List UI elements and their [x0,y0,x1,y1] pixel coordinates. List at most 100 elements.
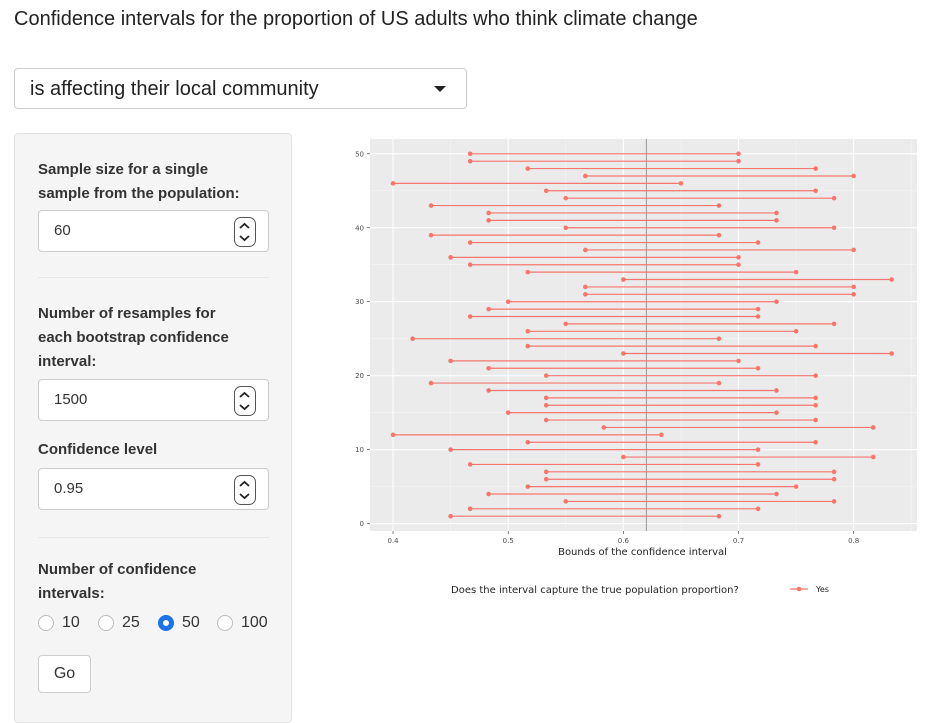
interval-lower-point [621,351,626,356]
interval-upper-point [755,447,761,452]
interval-lower-point [448,447,453,452]
axes: 0.4 0.5 0.6 0.7 0.8 0 10 20 30 40 50 [355,150,859,545]
interval-upper-point [678,181,684,186]
caret-down-icon [434,86,446,92]
interval-upper-point [774,210,779,216]
interval-lower-point [583,173,588,179]
interval-lower-point [486,388,491,393]
interval-upper-point [736,262,741,268]
interval-lower-point [486,210,491,216]
interval-lower-point [583,247,588,253]
confidence-level-label: Confidence level [38,441,158,458]
interval-lower-point [467,262,473,268]
y-tick-label: 40 [355,224,364,232]
y-tick-label: 0 [360,520,364,528]
interval-lower-point [543,402,549,408]
confidence-level-input[interactable]: 0.95 [38,468,269,510]
interval-lower-point [563,225,569,231]
divider [38,537,269,538]
sample-size-label: Sample size for a single sample from the… [38,161,240,202]
radio-label: 50 [182,614,200,631]
interval-upper-point [793,484,799,489]
question-select[interactable]: is affecting their local community [14,68,467,109]
y-tick-label: 10 [355,446,364,454]
chevron-down-icon[interactable] [238,403,251,411]
interval-lower-point [448,513,453,519]
interval-upper-point [831,195,837,201]
interval-upper-point [813,188,818,194]
question-select-value: is affecting their local community [30,78,319,100]
radio-circle-selected[interactable] [158,615,174,631]
x-tick-label: 0.4 [387,537,399,545]
interval-upper-point [774,491,779,497]
chevron-up-icon[interactable] [238,222,251,230]
interval-upper-point [774,388,779,393]
interval-upper-point [755,462,761,467]
radio-circle[interactable] [217,615,233,631]
interval-upper-point [851,284,856,290]
interval-lower-point [467,158,473,164]
resamples-input[interactable]: 1500 [38,379,269,421]
interval-lower-point [543,373,549,378]
y-tick-label: 30 [355,298,364,306]
interval-lower-point [390,181,396,186]
interval-upper-point [736,358,741,364]
x-tick-label: 0.8 [848,537,859,545]
interval-lower-point [448,358,453,364]
interval-upper-point [831,321,837,327]
interval-upper-point [851,247,856,253]
interval-upper-point [774,410,779,415]
interval-upper-point [813,402,818,408]
interval-lower-point [428,380,434,386]
interval-lower-point [563,321,569,327]
interval-upper-point [755,314,761,319]
y-tick-label: 20 [355,372,364,380]
legend: Does the interval capture the true popul… [451,585,829,596]
interval-upper-point [831,476,837,482]
interval-lower-point [467,506,473,512]
confidence-level-spinner[interactable] [234,475,256,505]
radio-circle[interactable] [38,615,54,631]
sidebar-panel: Sample size for a single sample from the… [14,133,292,723]
interval-upper-point [659,432,664,438]
interval-lower-point [621,277,626,282]
interval-lower-point [525,439,531,445]
interval-upper-point [716,232,722,238]
interval-upper-point [851,292,856,297]
chevron-up-icon[interactable] [238,480,251,488]
interval-upper-point [793,269,799,275]
radio-circle[interactable] [98,615,114,631]
x-tick-label: 0.5 [503,537,514,545]
x-tick-label: 0.6 [618,537,630,545]
interval-upper-point [716,380,722,386]
sample-size-input[interactable]: 60 [38,210,269,252]
resamples-spinner[interactable] [234,386,256,416]
legend-key-dot [796,586,802,592]
interval-upper-point [813,439,818,445]
chevron-down-icon[interactable] [238,234,251,242]
interval-lower-point [505,299,511,305]
interval-upper-point [870,425,876,430]
interval-lower-point [428,232,434,238]
radio-label: 100 [241,614,268,631]
interval-lower-point [505,410,511,415]
interval-upper-point [889,277,894,282]
go-button[interactable]: Go [38,655,91,693]
interval-upper-point [851,173,856,179]
chevron-down-icon[interactable] [238,492,251,500]
interval-upper-point [870,454,876,460]
interval-upper-point [774,218,779,223]
confidence-interval-chart: 0.4 0.5 0.6 0.7 0.8 0 10 20 30 40 50 Bounds of the… [355,139,917,596]
interval-lower-point [543,395,549,401]
interval-lower-point [583,292,588,297]
interval-lower-point [621,454,626,460]
interval-lower-point [428,203,434,208]
sample-size-spinner[interactable] [234,217,256,247]
interval-lower-point [543,188,549,194]
chevron-up-icon[interactable] [238,391,251,399]
interval-lower-point [525,484,531,489]
interval-lower-point [410,336,415,341]
interval-lower-point [486,365,491,371]
interval-upper-point [813,417,818,423]
confidence-level-value: 0.95 [54,480,84,497]
